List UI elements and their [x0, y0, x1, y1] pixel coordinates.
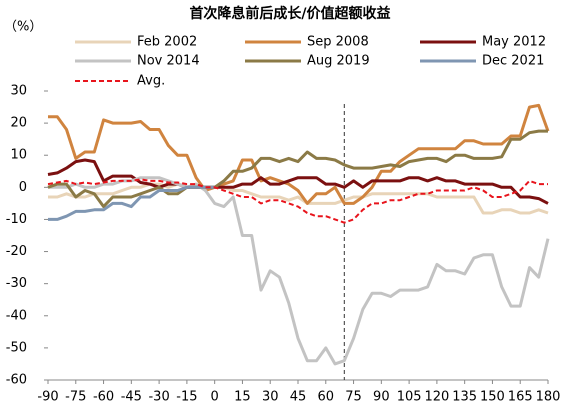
- y-tick-label: -20: [6, 244, 27, 259]
- y-tick-label: 20: [10, 116, 27, 131]
- x-tick-label: 135: [452, 390, 477, 405]
- x-tick-label: -45: [121, 390, 142, 405]
- series-line: [47, 158, 549, 205]
- x-tick-label: 15: [234, 390, 251, 405]
- y-tick-label: 0: [19, 180, 27, 195]
- x-tick-label: 0: [211, 390, 219, 405]
- y-tick-label: -10: [6, 212, 27, 227]
- x-tick-label: -30: [148, 390, 169, 405]
- series-line: [48, 103, 550, 205]
- x-tick-label: -75: [65, 390, 86, 405]
- x-tick-label: 30: [262, 390, 279, 405]
- series-line: [47, 129, 548, 209]
- legend-label: Dec 2021: [482, 54, 544, 69]
- x-tick-label: 90: [373, 390, 390, 405]
- legend-label: Avg.: [137, 74, 165, 89]
- x-tick-label: 165: [508, 390, 533, 405]
- y-tick-label: -50: [6, 340, 27, 355]
- x-tick-label: 180: [536, 390, 561, 405]
- legend-label: May 2012: [482, 35, 546, 50]
- x-tick-label: 60: [318, 390, 335, 405]
- legend-label: Nov 2014: [137, 54, 200, 69]
- y-tick-label: 10: [10, 148, 27, 163]
- series-line: [48, 182, 549, 215]
- legend-label: Feb 2002: [137, 35, 197, 50]
- y-tick-label: -40: [6, 308, 27, 323]
- y-unit-label: （%）: [4, 20, 42, 35]
- series-line: [48, 185, 215, 221]
- x-tick-label: 105: [397, 390, 422, 405]
- y-tick-label: -30: [6, 276, 27, 291]
- x-tick-label: 120: [424, 390, 449, 405]
- chart-title: 首次降息前后成长/价值超额收益: [189, 5, 390, 22]
- x-tick-label: -15: [176, 390, 197, 405]
- x-tick-label: 150: [480, 390, 505, 405]
- y-tick-label: 30: [10, 84, 27, 99]
- x-tick-label: -60: [93, 390, 114, 405]
- y-tick-label: -60: [6, 373, 27, 388]
- x-tick-label: 75: [345, 390, 362, 405]
- legend-label: Aug 2019: [307, 54, 370, 69]
- x-tick-label: 45: [290, 390, 307, 405]
- legend-label: Sep 2008: [307, 35, 369, 50]
- series-line: [47, 178, 548, 224]
- x-tick-label: -90: [37, 390, 58, 405]
